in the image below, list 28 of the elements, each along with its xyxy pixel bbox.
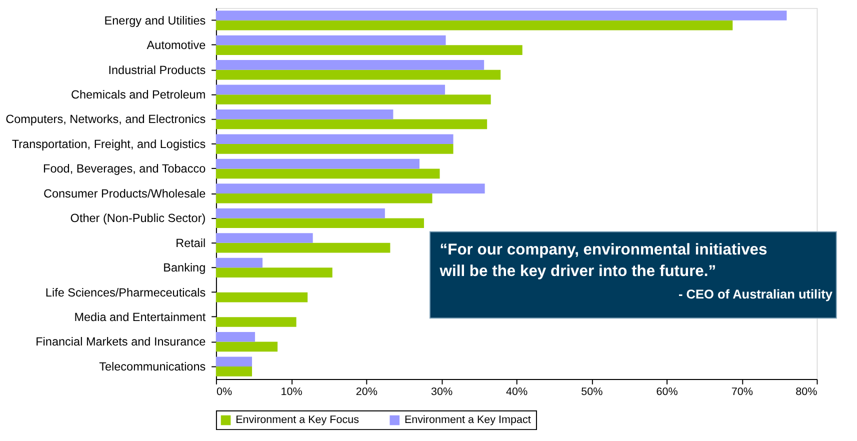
y-tick-label: Media and Entertainment (74, 311, 206, 324)
y-tick-label: Transportation, Freight, and Logistics (12, 138, 206, 151)
y-tick-label: Food, Beverages, and Tobacco (43, 162, 206, 176)
y-tick-label: Chemicals and Petroleum (70, 88, 206, 102)
annotation: - CEO of Australian utility (678, 286, 834, 302)
y-tick-label: Energy and Utilities (104, 14, 206, 28)
y-tick-label: Automotive (146, 39, 206, 52)
x-tick-label: 20% (356, 386, 378, 398)
x-tick-label: 50% (581, 386, 604, 398)
annotation: “For our company, environmental initiatives will be the key driver into the future.” (438, 241, 768, 280)
x-tick-label: 70% (731, 386, 754, 398)
y-tick-label: Retail (176, 236, 206, 250)
x-tick-label: 30% (430, 386, 453, 398)
x-tick-label: 60% (656, 386, 678, 398)
y-tick-label: Consumer Products/Wholesale (43, 187, 206, 200)
y-tick-label: Industrial Products (108, 64, 206, 77)
x-tick-label: 10% (280, 386, 303, 398)
y-tick-label: Life Sciences/Pharmeceuticals (45, 286, 206, 300)
y-tick-label: Computers, Networks, and Electronics (6, 113, 206, 126)
y-tick-label: Banking (163, 262, 206, 275)
x-tick-label: 80% (796, 386, 818, 398)
x-tick-label: 0% (216, 386, 232, 398)
x-tick-label: 40% (506, 386, 528, 398)
legend-label: Environment a Key Impact (404, 414, 531, 426)
y-tick-label: Telecommunications (99, 360, 206, 374)
y-tick-label: Other (Non-Public Sector) (70, 212, 206, 226)
y-tick-label: Financial Markets and Insurance (36, 336, 206, 349)
legend-label: Environment a Key Focus (236, 414, 360, 426)
